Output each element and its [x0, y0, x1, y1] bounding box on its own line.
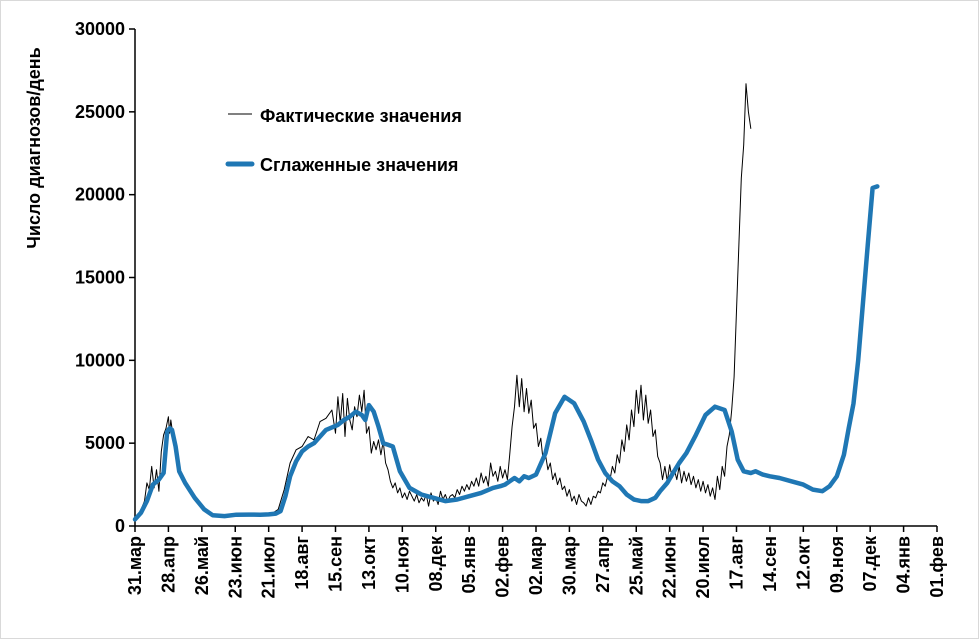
x-tick-label: 27.апр [593, 536, 613, 593]
legend: Фактические значения Сглаженные значения [225, 106, 462, 175]
x-tick-label: 30.мар [559, 536, 579, 595]
y-tick-label: 20000 [75, 185, 125, 205]
x-tick-label: 13.окт [359, 536, 379, 590]
x-tick-label: 23.июн [225, 536, 245, 598]
x-tick-label: 22.июн [660, 536, 680, 598]
x-tick-label: 17.авг [727, 536, 747, 590]
x-tick-label: 07.дек [860, 535, 880, 591]
y-tick-label: 10000 [75, 350, 125, 370]
x-tick-label: 08.дек [426, 535, 446, 591]
x-tick-label: 10.ноя [392, 536, 412, 593]
x-tick-label: 04.янв [894, 536, 914, 593]
y-tick-label: 15000 [75, 268, 125, 288]
x-tick-label: 01.фев [927, 536, 947, 598]
series-group [132, 83, 880, 522]
y-tick-label: 30000 [75, 19, 125, 39]
series-line-actual [134, 83, 752, 520]
x-tick-label: 14.сен [760, 536, 780, 592]
x-tick-label: 09.ноя [827, 536, 847, 593]
legend-label-smoothed: Сглаженные значения [260, 155, 458, 175]
x-tick-label: 31.мар [125, 536, 145, 595]
x-tick-label: 25.май [626, 536, 646, 595]
y-axis: 0 5000 10000 15000 20000 25000 30000 [75, 19, 136, 536]
x-tick-label: 02.мар [526, 536, 546, 595]
x-tick-label: 12.окт [793, 536, 813, 590]
x-tick-label: 02.фев [493, 536, 513, 598]
legend-label-actual: Фактические значения [260, 106, 462, 126]
y-tick-label: 25000 [75, 102, 125, 122]
x-tick-label: 28.апр [158, 536, 178, 593]
y-tick-label: 5000 [85, 433, 125, 453]
x-axis: 31.мар 28.апр 26.май 23.июн 21.июл 18.авг 15.с… [125, 525, 947, 598]
y-axis-title: Число диагнозов/день [24, 47, 44, 248]
y-tick-label: 0 [115, 516, 125, 536]
x-tick-label: 21.июл [259, 536, 279, 598]
x-tick-label: 05.янв [459, 536, 479, 593]
x-tick-label: 26.май [192, 536, 212, 595]
series-line-smoothed [132, 184, 880, 522]
x-tick-label: 18.авг [292, 536, 312, 590]
x-tick-label: 20.июл [693, 536, 713, 598]
x-tick-label: 15.сен [326, 536, 346, 592]
